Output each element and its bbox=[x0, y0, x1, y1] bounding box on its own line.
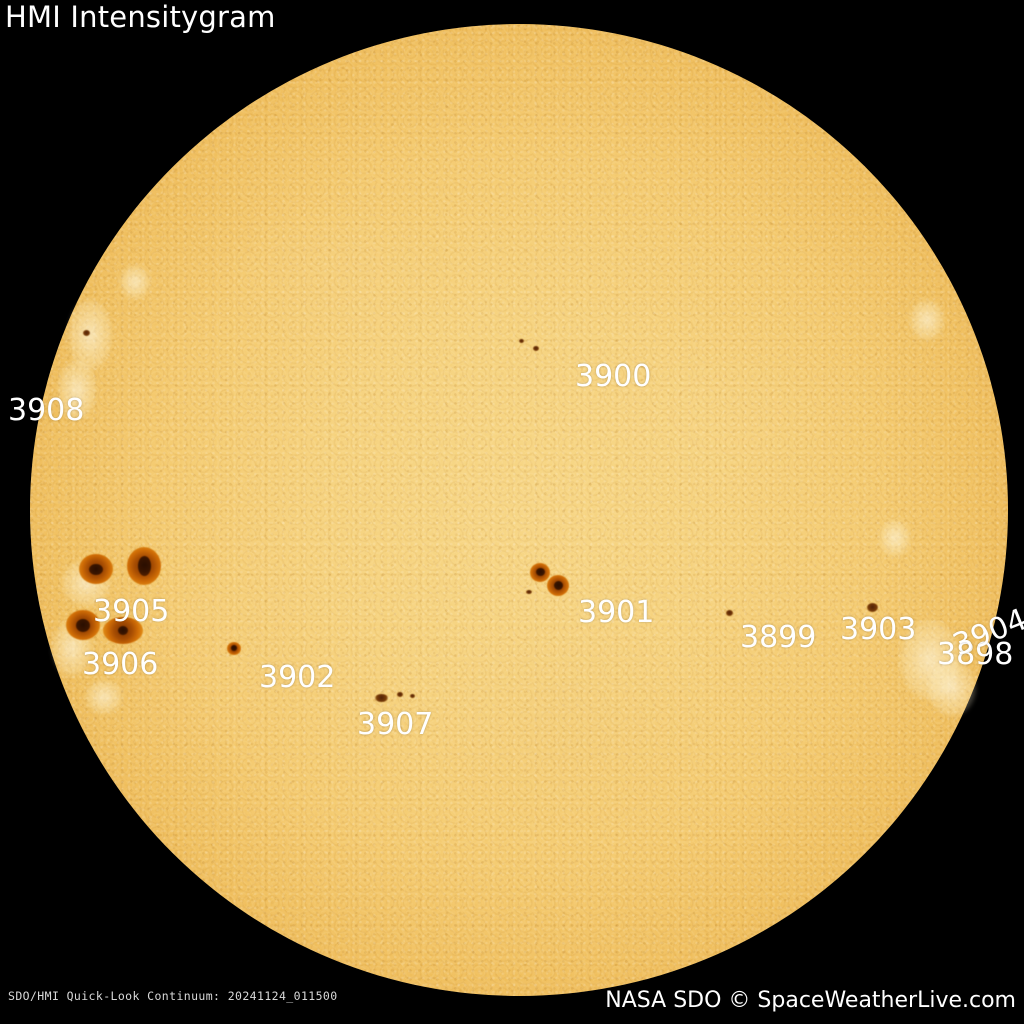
active-region-label-3908: 3908 bbox=[8, 393, 85, 428]
active-region-label-3899: 3899 bbox=[740, 620, 817, 655]
active-region-label-3900: 3900 bbox=[575, 359, 652, 394]
granulation-layer-1 bbox=[30, 24, 1008, 996]
active-region-label-3907: 3907 bbox=[357, 707, 434, 742]
granulation-mottle bbox=[30, 24, 1008, 996]
active-region-label-3901: 3901 bbox=[578, 595, 655, 630]
granulation-layer-2 bbox=[30, 24, 1008, 996]
active-region-label-3906: 3906 bbox=[82, 647, 159, 682]
limb-darkening-overlay bbox=[30, 24, 1008, 996]
active-region-label-3902: 3902 bbox=[259, 660, 336, 695]
active-region-label-3905: 3905 bbox=[93, 594, 170, 629]
credit-caption: NASA SDO © SpaceWeatherLive.com bbox=[605, 988, 1016, 1013]
solar-disk bbox=[30, 24, 1008, 996]
active-region-label-3903: 3903 bbox=[840, 612, 917, 647]
page-title: HMI Intensitygram bbox=[5, 0, 276, 34]
granulation-layer-3 bbox=[30, 24, 1008, 996]
instrument-caption: SDO/HMI Quick-Look Continuum: 20241124_0… bbox=[8, 989, 338, 1003]
